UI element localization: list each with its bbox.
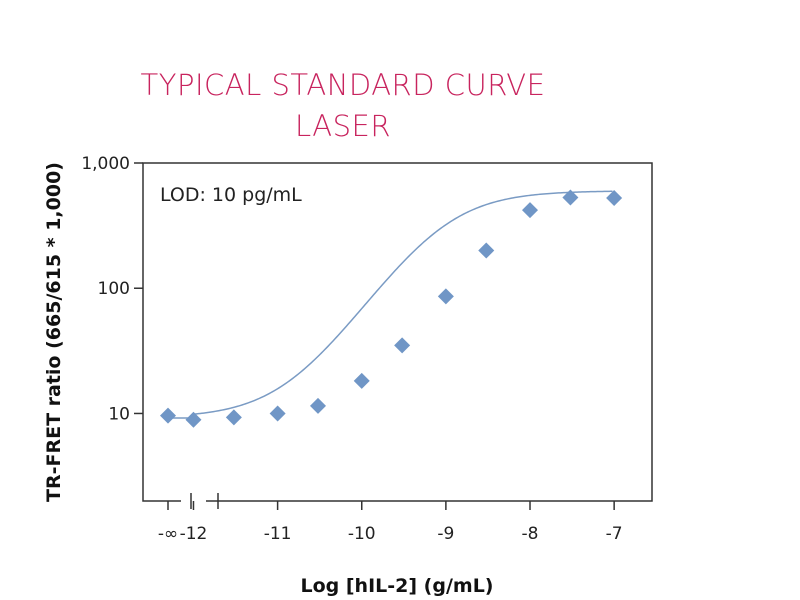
data-point-diamond [160, 407, 176, 424]
data-points-layer [160, 189, 623, 428]
data-point-diamond [269, 405, 286, 422]
data-point-diamond [309, 397, 326, 414]
fit-curve [168, 190, 613, 419]
x-tick-label: -8 [522, 524, 539, 544]
fit-curve-layer [168, 190, 613, 419]
y-axis-ticks: 10 100 1,000 [81, 154, 143, 424]
y-axis-title: TR-FRET ratio (665/615 * 1,000) [43, 162, 65, 502]
data-point-diamond [562, 189, 579, 206]
y-tick-label: 10 [108, 404, 130, 424]
data-point-diamond [522, 202, 539, 219]
lod-annotation: LOD: 10 pg/mL [160, 184, 302, 206]
x-axis: -∞ -12 -11 -10 -9 -8 -7 [158, 493, 623, 544]
data-point-diamond [478, 242, 495, 259]
x-tick-label: -∞ [158, 524, 178, 544]
data-point-diamond [394, 337, 411, 354]
y-tick-label: 1,000 [81, 154, 130, 174]
data-point-diamond [437, 288, 454, 305]
data-point-diamond [353, 372, 370, 389]
x-tick-label: -9 [437, 524, 454, 544]
x-tick-label: -7 [606, 524, 623, 544]
x-axis-title: Log [hIL-2] (g/mL) [301, 575, 494, 597]
plot-frame [142, 162, 653, 502]
x-tick-label: -12 [180, 524, 208, 544]
chart-title-line-2: LASER [295, 109, 391, 143]
y-tick-label: 100 [98, 279, 130, 299]
data-point-diamond [606, 190, 623, 207]
x-tick-label: -11 [264, 524, 292, 544]
data-point-diamond [185, 411, 202, 428]
data-point-diamond [225, 409, 242, 426]
chart-title-line-1: TYPICAL STANDARD CURVE [141, 68, 546, 102]
x-tick-label: -10 [348, 524, 376, 544]
